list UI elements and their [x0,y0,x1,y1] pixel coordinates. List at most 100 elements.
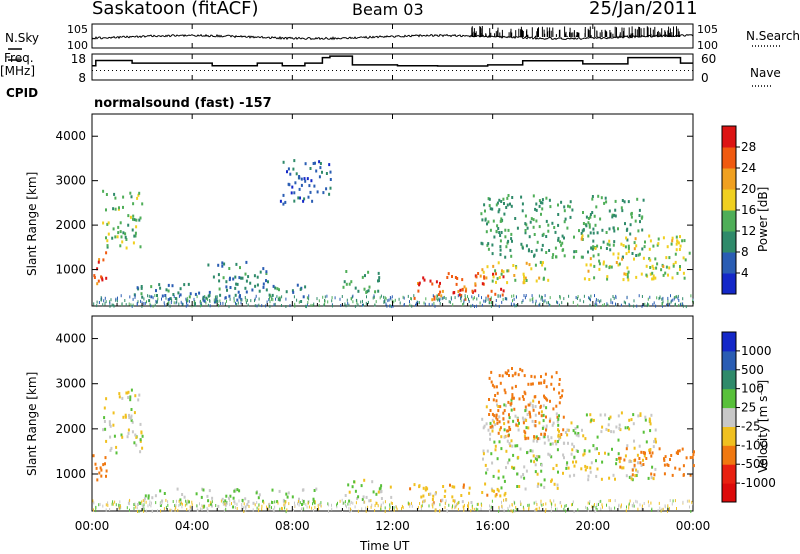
velocity-cell [649,429,652,433]
power-cell [641,304,643,308]
velocity-cell [650,501,652,505]
velocity-cell [511,367,513,370]
power-cell [309,167,312,170]
velocity-cell [555,371,558,375]
power-cell [538,294,540,298]
velocity-cell [674,466,677,470]
velocity-cell [588,449,591,453]
velocity-cell [348,490,351,494]
power-cell [438,284,441,288]
velocity-cell [671,473,674,477]
power-cell [502,297,504,301]
power-cell [660,268,663,272]
velocity-cell [150,501,152,505]
velocity-cell [610,507,612,511]
power-cell [236,298,239,302]
power-cell [105,300,107,304]
power-cell [302,295,305,299]
power-cell [245,290,248,294]
power-cell [582,222,585,225]
power-colorbar-tick-label: 24 [741,161,756,175]
power-cell [216,297,218,301]
velocity-cell [266,505,268,509]
power-cell [589,257,592,261]
power-cell [326,294,328,298]
velocity-cell [138,509,140,513]
power-cell [539,201,542,205]
velocity-cell [500,486,503,490]
power-cell [238,276,241,280]
velocity-cell [288,502,290,506]
velocity-cell [504,371,507,375]
power-cell [649,295,651,299]
power-cell [531,294,533,298]
velocity-cell [544,510,546,513]
power-cell [561,301,563,305]
velocity-cell [522,505,524,509]
power-cell [140,286,143,290]
power-cell [608,209,611,213]
velocity-cell [522,473,525,476]
power-cell [134,234,137,238]
power-cell [332,304,333,308]
velocity-cell [615,425,618,429]
velocity-cell [562,441,565,445]
velocity-cell [554,439,557,443]
power-cell [165,296,167,300]
power-cell [417,301,419,304]
velocity-cell [558,437,561,441]
velocity-cell [508,374,510,377]
power-cell [497,261,500,265]
velocity-cell [650,476,653,480]
velocity-cell [401,504,403,508]
velocity-cell [229,503,231,507]
power-cell [676,271,679,275]
power-cell [114,207,117,211]
power-cell [247,303,249,307]
velocity-cell [493,385,496,389]
velocity-cell [507,508,509,512]
velocity-cell [540,499,542,503]
power-cell [580,232,583,235]
power-cell [360,300,362,304]
power-colorbar-tick-label: 28 [741,140,756,154]
power-cell [528,248,530,252]
power-cell [96,304,98,308]
power-cell [413,294,415,298]
power-cell [504,297,506,301]
power-cell [535,208,538,212]
power-cell [438,297,440,301]
velocity-cell [262,499,264,503]
power-cell [167,283,170,287]
velocity-colorbar-tick-label: 1000 [741,344,772,358]
power-cell [496,224,499,228]
power-cell [587,234,590,238]
velocity-cell [490,452,493,456]
velocity-cell [554,503,556,507]
power-cell [107,221,110,225]
velocity-cell [678,467,681,471]
power-cell [597,253,600,257]
velocity-cell [658,447,661,451]
velocity-cell [489,425,492,429]
power-cell [528,235,531,239]
power-cell [588,278,591,281]
power-cell [507,269,510,273]
power-cell [654,257,657,261]
velocity-cell [428,504,430,508]
power-cell [310,179,313,183]
velocity-cell [615,458,618,461]
velocity-cell [531,449,534,453]
power-cell [356,301,358,305]
power-cell [614,214,617,218]
power-cell [545,235,548,238]
velocity-cell [620,411,623,415]
power-cell [594,247,597,250]
velocity-cell [502,417,505,421]
velocity-cell [626,444,629,448]
power-cell [315,169,318,173]
power-cell [415,303,416,307]
power-cell [357,289,360,293]
power-cell [538,204,541,208]
velocity-cell [524,487,527,491]
